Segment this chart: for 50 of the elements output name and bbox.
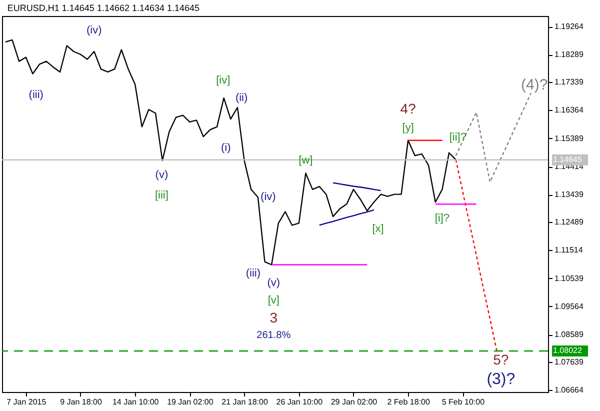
y-tick-label: 1.16364 <box>554 106 584 115</box>
y-tick-label: 1.06664 <box>554 386 584 395</box>
annotation: (iv) <box>260 191 276 204</box>
x-tick-label: 29 Jan 02:00 <box>330 398 378 406</box>
annotation: (iv) <box>86 24 102 37</box>
ref-line-label: 1.08022 <box>553 346 582 355</box>
annotation: (ii) <box>235 92 248 104</box>
x-tick-label: 2 Feb 18:00 <box>387 398 430 406</box>
ref-line-label: 1.14645 <box>553 154 582 164</box>
annotation: [v] <box>268 294 280 307</box>
y-tick-label: 1.17339 <box>554 78 584 87</box>
line-series <box>318 209 375 226</box>
annotation: 3 <box>270 309 278 326</box>
annotation: (i) <box>220 142 231 154</box>
y-tick-label: 1.18289 <box>554 50 584 60</box>
annotation: [i]? <box>434 212 450 224</box>
y-tick-label: 1.11514 <box>554 246 584 255</box>
annotation: [iii] <box>154 189 168 202</box>
annotation: (3)? <box>486 371 516 388</box>
x-tick-label: 7 Jan 2015 <box>6 398 47 406</box>
annotation: 261.8% <box>256 330 291 342</box>
y-tick-label: 1.09564 <box>554 302 584 311</box>
annotation: (v) <box>155 169 168 181</box>
y-tick-label: 1.15389 <box>554 134 584 143</box>
annotation: [w] <box>298 154 313 167</box>
annotation: (iii) <box>246 267 260 280</box>
annotation: [y] <box>402 122 414 134</box>
annotation: (v) <box>267 276 280 289</box>
y-tick-label: 1.07639 <box>554 358 584 367</box>
y-tick-label: 1.12489 <box>554 218 584 227</box>
annotation: (4)? <box>521 76 548 94</box>
x-tick-label: 14 Jan 10:00 <box>112 398 160 406</box>
annotation: [ii]? <box>449 131 466 144</box>
y-tick-label: 1.10539 <box>554 274 584 283</box>
chart-title: EURUSD,H1 1.14645 1.14662 1.14634 1.14645 <box>7 3 200 13</box>
annotation: [x] <box>372 222 384 235</box>
y-tick-label: 1.13439 <box>554 190 584 200</box>
y-tick-label: 1.08589 <box>554 330 584 340</box>
annotation: 4? <box>400 100 416 116</box>
annotation: [iv] <box>216 74 230 87</box>
annotation: 5? <box>493 351 509 368</box>
x-tick-label: 26 Jan 10:00 <box>276 398 324 406</box>
x-tick-label: 5 Feb 10:00 <box>442 398 486 406</box>
x-tick-label: 9 Jan 18:00 <box>60 398 102 406</box>
x-tick-label: 19 Jan 02:00 <box>167 398 214 406</box>
line-series <box>455 159 498 352</box>
annotation: (iii) <box>28 89 44 102</box>
x-tick-label: 21 Jan 18:00 <box>222 398 268 406</box>
line-series <box>332 182 382 192</box>
y-tick-label: 1.19264 <box>554 22 584 32</box>
